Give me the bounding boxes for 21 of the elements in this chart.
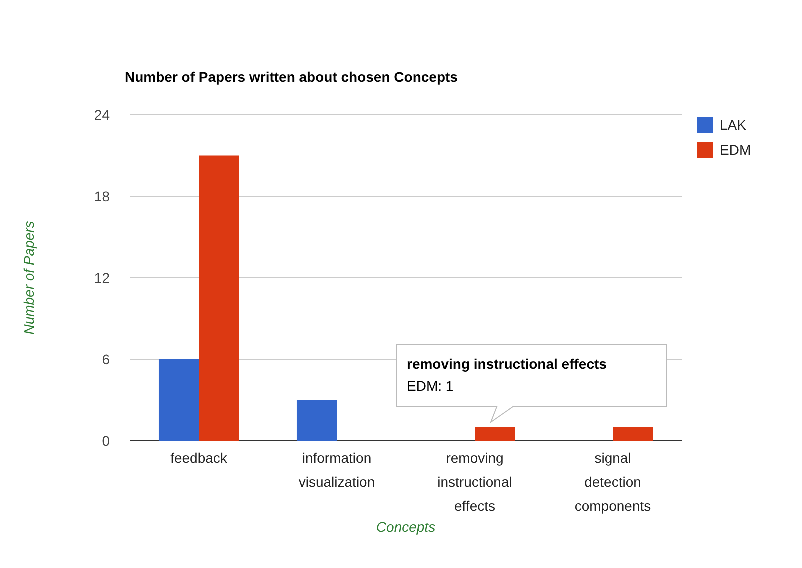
x-tick-label: feedback — [170, 450, 228, 466]
bar — [158, 360, 199, 441]
legend-label: EDM — [720, 142, 752, 158]
y-tick-label: 12 — [94, 270, 110, 286]
bar — [613, 427, 654, 441]
x-tick-label: information visualization — [298, 450, 376, 490]
chart-title: Number of Papers written about chosen Concepts — [125, 69, 458, 85]
tooltip-callout: removing instructional effects EDM: 1 — [396, 344, 668, 424]
y-axis-title: Number of Papers — [21, 221, 37, 335]
y-tick-label: 24 — [94, 107, 110, 123]
legend-label: LAK — [720, 117, 748, 133]
y-tick-label: 18 — [94, 188, 110, 204]
x-tick-label: signal detection components — [574, 450, 652, 514]
y-tick-label: 6 — [102, 352, 110, 368]
bar — [199, 156, 240, 441]
bar — [296, 400, 337, 441]
x-axis-title: Concepts — [376, 519, 436, 535]
bar — [475, 427, 516, 441]
x-tick-label: removing instructional effects — [438, 450, 512, 514]
y-tick-label: 0 — [102, 433, 110, 449]
annotation: removing instructional effects EDM: 1 — [407, 356, 608, 394]
